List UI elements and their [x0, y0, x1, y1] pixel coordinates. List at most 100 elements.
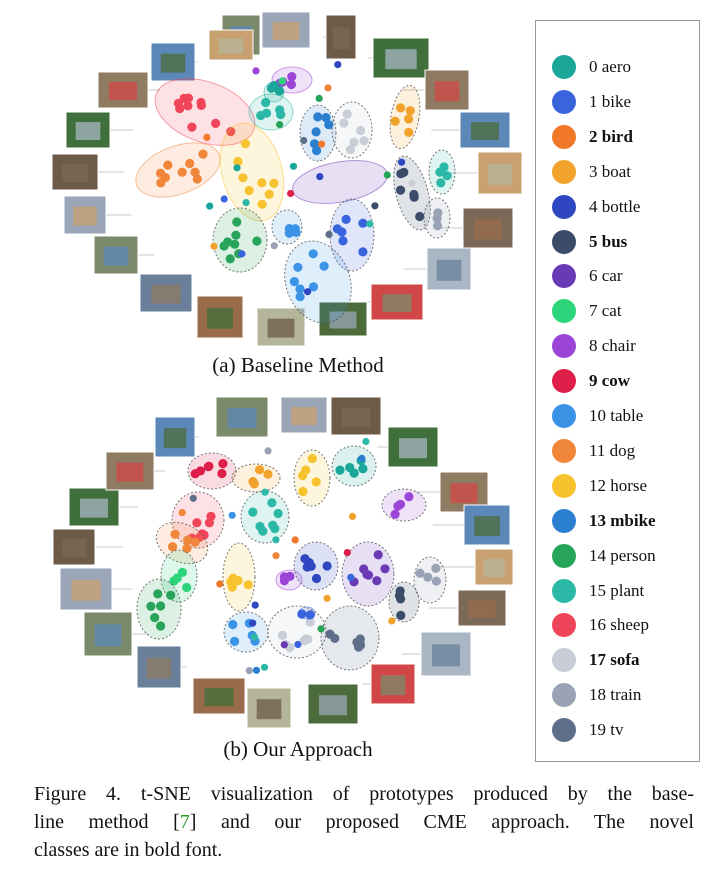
prototype-point: [278, 77, 286, 85]
legend-label: 2 bird: [589, 126, 633, 146]
thumbnail-subject: [319, 695, 347, 716]
prototype-point: [163, 160, 173, 170]
thumbnail-subject: [342, 407, 370, 427]
prototype-point: [233, 156, 243, 167]
thumbnail-subject: [73, 206, 97, 226]
prototype-point: [156, 168, 166, 178]
legend-swatch: [552, 473, 576, 498]
prototype-point: [287, 189, 295, 198]
legend-swatch: [552, 299, 576, 324]
thumbnail-subject: [487, 163, 513, 185]
prototype-point: [257, 199, 267, 209]
prototype-point: [433, 221, 443, 231]
thumbnail-subject: [207, 307, 233, 329]
thumbnail-subject: [385, 49, 417, 70]
prototype-point: [166, 590, 176, 600]
legend-label: 12 horse: [589, 475, 648, 495]
prototype-point: [178, 508, 186, 517]
thumbnail-subject: [94, 624, 122, 647]
prototype-point: [305, 617, 315, 627]
thumbnail-subject: [267, 318, 295, 338]
legend-label: 5 bus: [589, 231, 628, 251]
prototype-point: [228, 511, 236, 519]
prototype-point: [263, 469, 273, 479]
legend-item: 15 plant: [552, 578, 644, 604]
prototype-point: [187, 122, 197, 132]
prototype-point: [396, 594, 406, 604]
thumbnail-subject: [75, 122, 101, 141]
prototype-point: [324, 84, 332, 92]
prototype-point: [342, 109, 352, 119]
prototype-point: [251, 633, 259, 641]
legend-swatch: [552, 578, 576, 603]
legend-item: 16 sheep: [552, 612, 649, 638]
cluster-ellipse: [284, 240, 352, 324]
prototype-point: [404, 492, 414, 502]
prototype-point: [375, 552, 383, 560]
caption-line-2: line method [7] and our proposed CME app…: [34, 808, 694, 836]
thumbnail-subject: [227, 408, 257, 429]
legend-item: 19 tv: [552, 717, 623, 743]
prototype-point: [383, 171, 391, 179]
citation-link[interactable]: 7: [179, 811, 190, 833]
prototype-point: [380, 564, 390, 574]
prototype-point: [261, 488, 269, 496]
cluster-ellipse: [223, 611, 269, 653]
prototype-point: [300, 554, 310, 564]
cluster-ellipse: [240, 490, 290, 544]
prototype-point: [308, 282, 319, 292]
prototype-point: [146, 601, 156, 612]
thumbnail-image: [474, 548, 514, 586]
thumbnail-subject: [399, 438, 427, 459]
prototype-point: [442, 171, 452, 181]
prototype-point: [291, 536, 299, 544]
prototype-point: [233, 576, 243, 586]
prototype-point: [352, 637, 362, 647]
thumbnail-subject: [272, 22, 300, 41]
prototype-point: [276, 121, 284, 129]
thumbnail-subject: [163, 428, 187, 449]
prototype-point: [230, 239, 240, 249]
legend-item: 5 bus: [552, 229, 627, 255]
prototype-point: [390, 509, 400, 519]
prototype-point: [218, 459, 228, 469]
cluster-ellipse: [248, 93, 294, 131]
figure-canvas: (a) Baseline Method (b) Our Approach: [51, 11, 523, 761]
figure-caption: Figure 4. t-SNE visualization of prototy…: [34, 780, 694, 864]
legend-item: 7 cat: [552, 298, 622, 324]
thumbnail-subject: [62, 164, 88, 183]
legend-label: 19 tv: [589, 720, 624, 740]
legend-item: 11 dog: [552, 438, 635, 464]
cluster-ellipse: [293, 541, 339, 591]
prototype-point: [196, 97, 206, 108]
legend-item: 6 car: [552, 263, 623, 289]
prototype-point: [177, 167, 187, 177]
thumbnail-image: [97, 71, 149, 109]
cluster-ellipse: [320, 605, 380, 671]
prototype-point: [303, 634, 313, 644]
prototype-point: [359, 136, 369, 146]
prototype-point: [300, 136, 308, 145]
prototype-point: [192, 518, 202, 528]
prototype-point: [238, 250, 246, 258]
prototype-point: [286, 79, 296, 90]
legend-label: 1 bike: [589, 91, 632, 111]
prototype-point: [315, 94, 323, 102]
legend-label: 9 cow: [589, 371, 631, 391]
prototype-point: [395, 586, 405, 596]
legend-item: 0 aero: [552, 54, 631, 80]
prototype-point: [318, 140, 326, 148]
prototype-point: [436, 178, 446, 188]
prototype-point: [295, 292, 305, 302]
legend-label: 18 train: [589, 685, 642, 705]
prototype-point: [321, 113, 331, 123]
prototype-point: [225, 254, 235, 264]
prototype-point: [206, 202, 214, 210]
legend-label: 10 table: [589, 406, 644, 425]
thumbnail-subject: [218, 38, 244, 54]
thumbnail-subject: [332, 27, 350, 50]
cluster-ellipse: [292, 160, 388, 204]
prototype-point: [358, 218, 368, 228]
prototype-point: [362, 437, 370, 446]
prototype-point: [150, 613, 160, 623]
